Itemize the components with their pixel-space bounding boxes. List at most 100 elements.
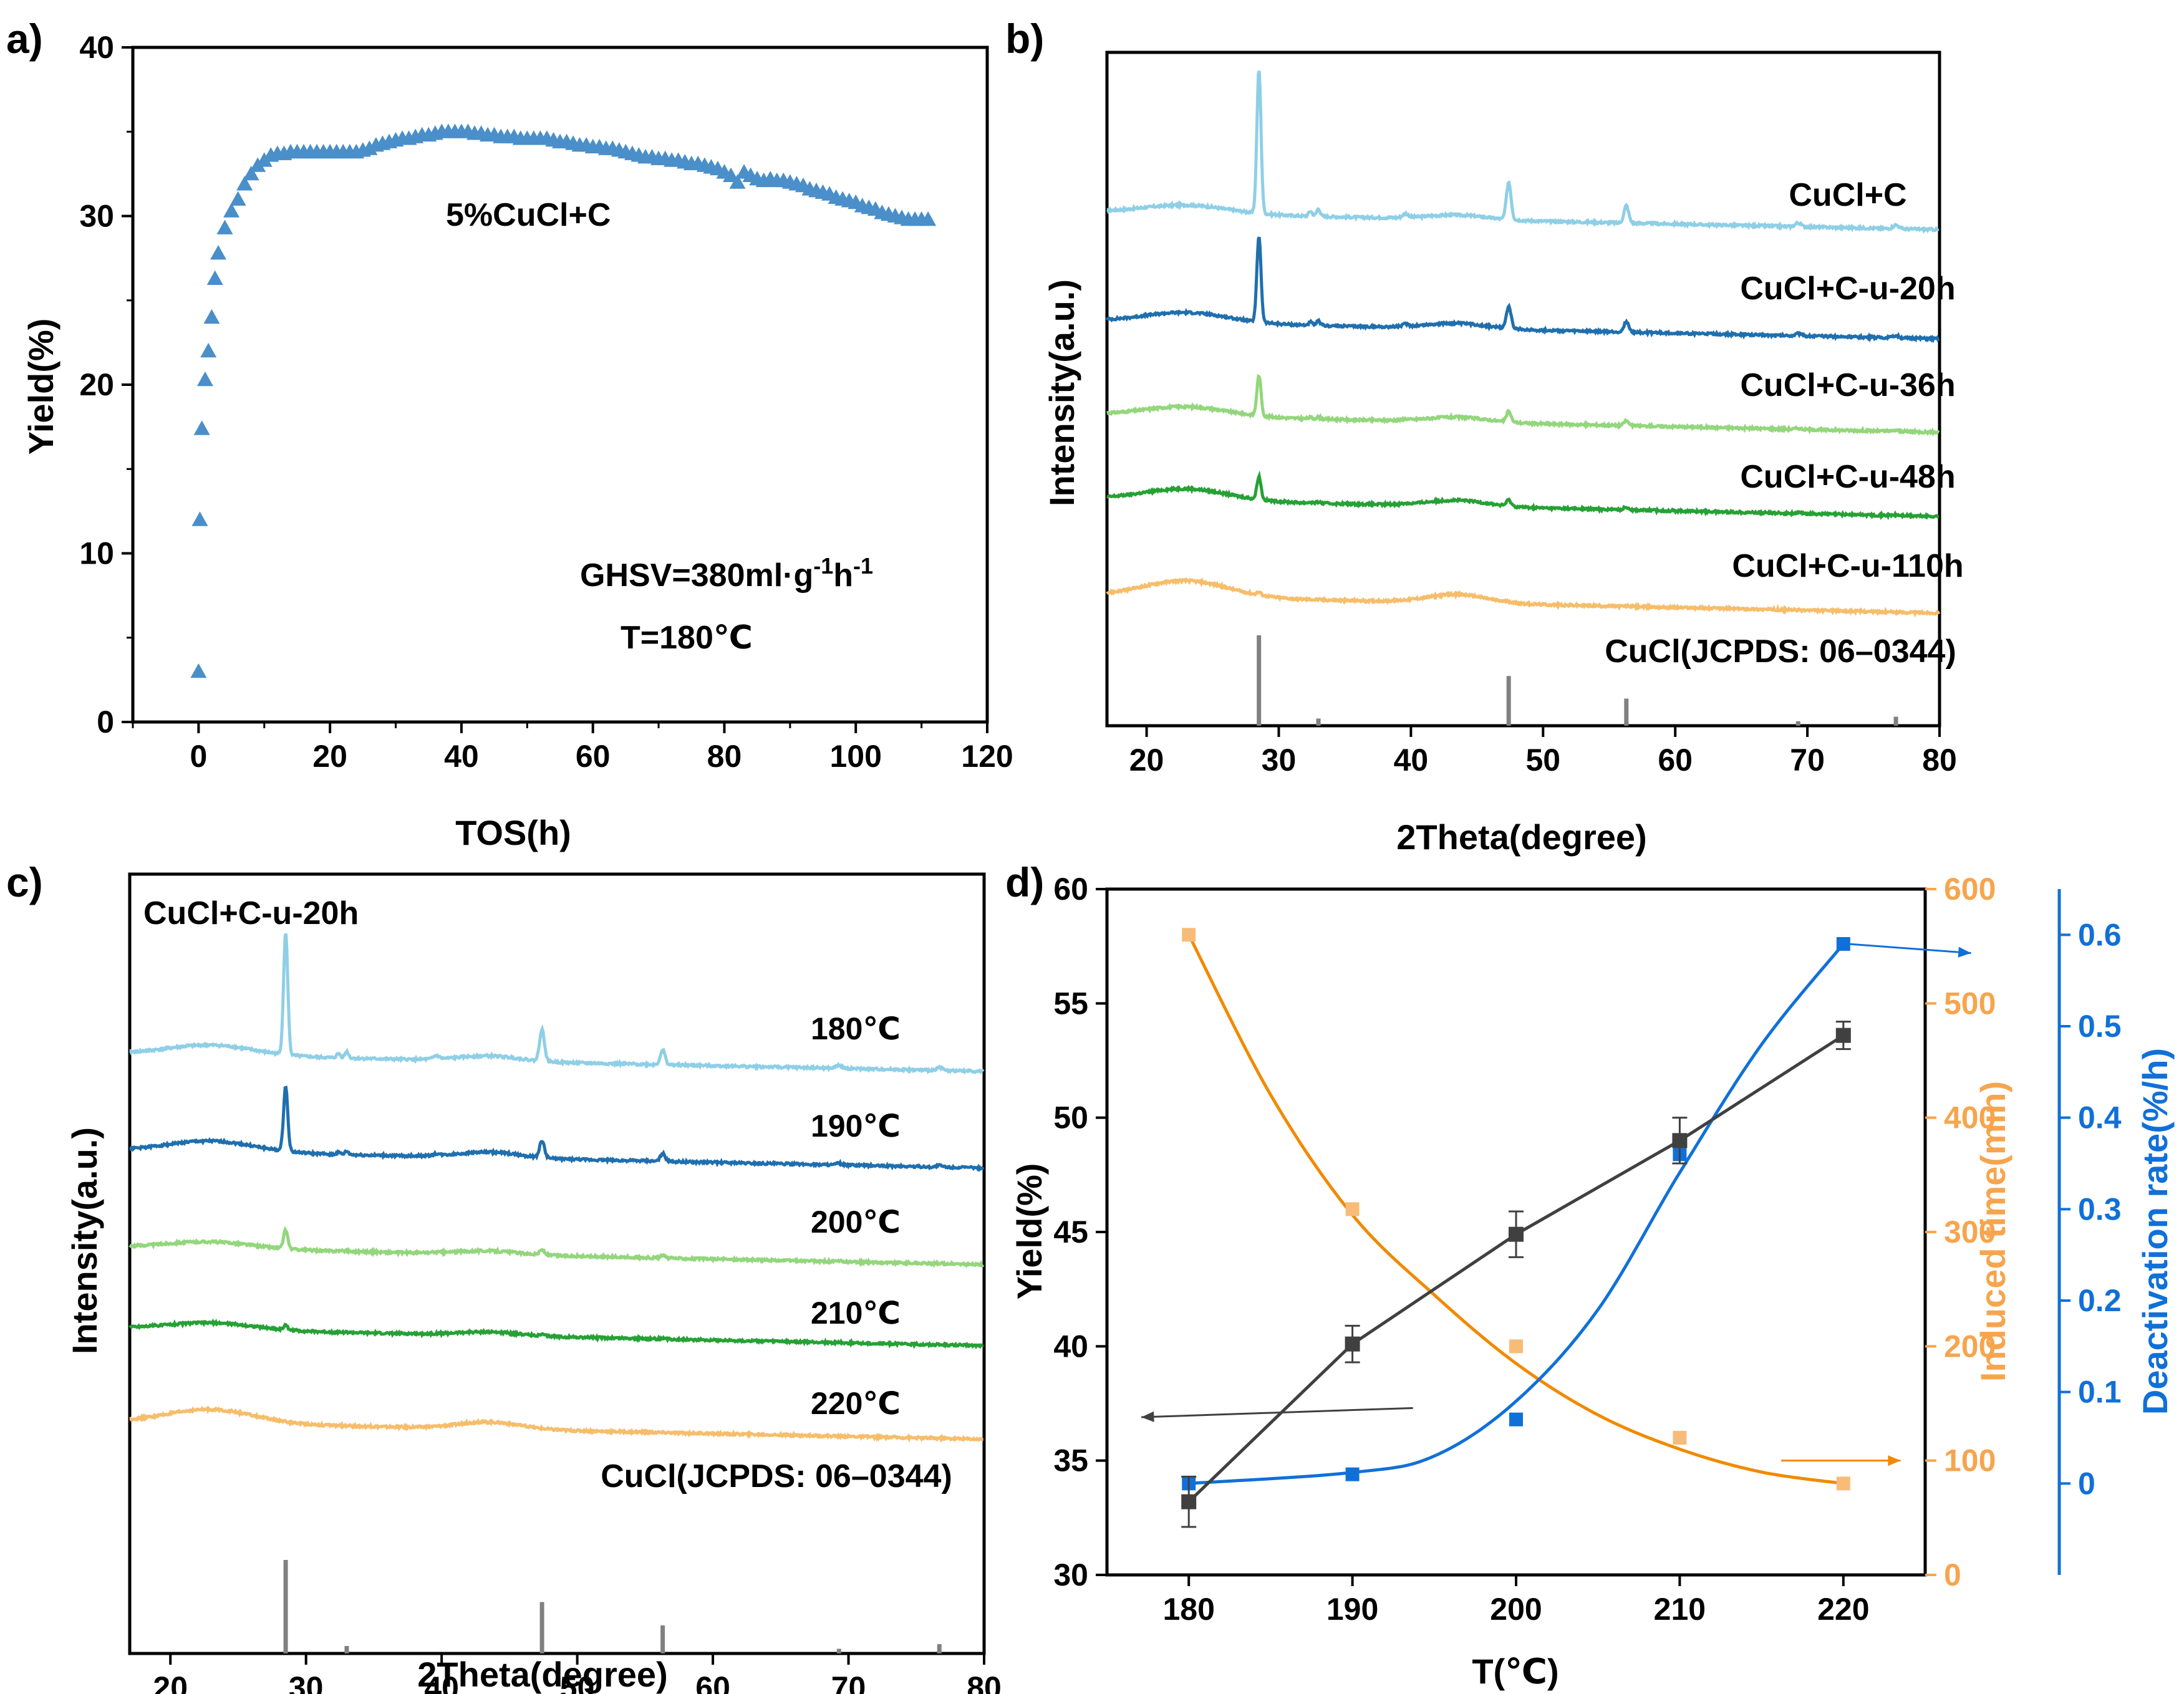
panel-c-x-tick-label: 30: [289, 1670, 324, 1694]
panel-d-induced-point: [1836, 1476, 1850, 1491]
panel-b-label-4: CuCl+C-u-48h: [1740, 459, 1955, 495]
panel-d-deactivation-arrow-head: [1958, 946, 1971, 958]
panel-d-induced-y-tick-label: 600: [1944, 872, 1996, 907]
panel-b-reference-label: CuCl(JCPDS: 06–0344): [1605, 633, 1956, 670]
panel-d-deactivation-y-tick-label: 0: [2078, 1466, 2095, 1501]
panel-d-yield-y-tick-label: 45: [1053, 1215, 1088, 1249]
panel-b-curve-2: [1105, 236, 1940, 344]
panel-a-series-label: 5%CuCl+C: [446, 197, 611, 233]
panel-c: c) 20 30 40 50 60 70 80 CuCl+C-u-20h 2Theta(de…: [6, 859, 1002, 1694]
panel-d-x-tick-label: 180: [1162, 1592, 1214, 1627]
panel-d-yield-point: [1672, 1133, 1688, 1148]
panel-c-ticks: 20 30 40 50 60 70 80: [153, 1653, 1002, 1694]
panel-b-letter: b): [1005, 16, 1044, 62]
panel-d-deactivation-fit: [1189, 945, 1843, 1485]
panel-c-label-3: 200℃: [811, 1205, 901, 1239]
panel-d-ticks: 180 190 200 210 2203035404550556001002003004…: [1053, 872, 2121, 1627]
panel-a-point: [210, 245, 226, 260]
panel-b-label-3: CuCl+C-u-36h: [1740, 367, 1955, 403]
panel-a-point: [723, 167, 739, 182]
ghsv-exp1: -1: [813, 553, 833, 579]
panel-d-induced-point: [1182, 928, 1196, 942]
panel-a-x-tick-label: 0: [190, 739, 207, 774]
panel-c-curve-2: [129, 1085, 985, 1173]
panel-d-deactivation-arrow: [1848, 943, 1971, 955]
panel-d-series: [1141, 928, 1971, 1528]
ghsv-exp2: -1: [853, 553, 873, 579]
panel-c-reference-bars: [283, 1560, 942, 1653]
panel-a-y-tick-label: 40: [79, 30, 114, 65]
panel-c-letter: c): [6, 859, 43, 905]
panel-d-induced-y-tick-label: 500: [1944, 986, 1996, 1021]
panel-a-point: [223, 203, 240, 218]
panel-d-yield-line: [1187, 1034, 1845, 1503]
panel-a-y-tick-label: 0: [97, 705, 114, 739]
panel-d-yield-y-tick-label: 55: [1053, 986, 1088, 1021]
panel-d-x-tick-label: 200: [1490, 1592, 1542, 1627]
panel-d-x-tick-label: 210: [1654, 1592, 1706, 1627]
panel-d-yield-arrow-head: [1141, 1411, 1154, 1422]
panel-a-letter: a): [6, 16, 43, 62]
panel-c-label-5: 220℃: [811, 1386, 901, 1421]
panel-d-induced-y-tick-label: 400: [1944, 1100, 1996, 1135]
panel-d-yield-y-tick-label: 40: [1053, 1329, 1088, 1364]
panel-d-induced-point: [1509, 1339, 1523, 1354]
panel-b-label-2: CuCl+C-u-20h: [1740, 271, 1955, 307]
panel-b-ticks: 20 30 40 50 60 70 80: [1129, 726, 1957, 777]
panel-a-point: [190, 663, 207, 678]
panel-a-x-tick-label: 20: [312, 739, 347, 774]
panel-a-point: [729, 174, 746, 189]
panel-d-induced-arrow-head: [1888, 1455, 1901, 1466]
panel-a-x-tick-label: 120: [961, 739, 1013, 774]
panel-d-yield-point: [1181, 1494, 1197, 1509]
panel-d-x-tick-label: 220: [1817, 1592, 1869, 1627]
panel-d-induced-axis-title: Induced time(min): [1973, 1081, 2012, 1382]
panel-c-curve-4: [128, 1318, 984, 1349]
panel-b-x-tick-label: 50: [1525, 743, 1560, 777]
panel-b-curve-1: [1106, 70, 1940, 234]
ghsv-mid: h: [833, 557, 853, 594]
panel-a-point: [230, 191, 246, 206]
panel-c-label-1: 180℃: [811, 1011, 901, 1046]
panel-d-deactivation-y-tick-label: 0.5: [2078, 1009, 2122, 1044]
panel-b-x-tick-label: 20: [1129, 743, 1164, 777]
panel-a-y-tick-label: 10: [79, 536, 114, 571]
panel-d-deactivation-axis-title: Deactivation rate(%/h): [2135, 1048, 2175, 1415]
panel-d-yield-y-tick-label: 60: [1053, 872, 1088, 907]
panel-d-deactivation-point: [1345, 1467, 1360, 1481]
panel-a-point: [243, 165, 259, 181]
panel-c-x-tick-label: 20: [153, 1670, 188, 1694]
panel-c-curve-3: [128, 1226, 985, 1268]
panel-b-label-5: CuCl+C-u-110h: [1732, 548, 1963, 584]
panel-d-deactivation-y-tick-label: 0.6: [2078, 917, 2122, 952]
panel-a-point: [196, 371, 213, 387]
panel-c-reference-label: CuCl(JCPDS: 06–0344): [601, 1458, 952, 1494]
panel-d-yield-axis-title: Yield(%): [1010, 1163, 1049, 1300]
panel-d-induced-y-tick-label: 300: [1944, 1215, 1996, 1249]
panel-d-deactivation-point: [1509, 1412, 1523, 1427]
panel-d-yield-point: [1345, 1336, 1360, 1352]
panel-a-y-tick-label: 30: [79, 199, 114, 234]
panel-d-x-axis-title: T(℃): [1472, 1652, 1558, 1691]
ghsv-prefix: GHSV=380ml·g: [580, 557, 813, 594]
panel-d-yield-point: [1509, 1226, 1524, 1242]
panel-c-y-axis-title: Intensity(a.u.): [65, 1127, 104, 1354]
panel-a-x-tick-label: 40: [444, 739, 479, 774]
panel-a-x-tick-label: 60: [576, 739, 611, 774]
panel-a-x-axis-title: TOS(h): [455, 813, 571, 852]
panel-c-x-tick-label: 40: [424, 1670, 459, 1694]
panel-b-x-axis-title: 2Theta(degree): [1396, 817, 1646, 857]
panel-d-induced-point: [1673, 1431, 1687, 1445]
panel-c-curve-5: [128, 1405, 983, 1443]
panel-c-x-tick-label: 80: [967, 1670, 1002, 1694]
panel-b-curve-5: [1106, 577, 1941, 618]
panel-c-x-tick-label: 50: [560, 1670, 595, 1694]
panel-a-point: [191, 511, 208, 526]
panel-d-yield-arrow: [1141, 1407, 1413, 1418]
panel-c-curves: [128, 933, 985, 1443]
panel-a-point: [236, 176, 253, 191]
panel-d-yield-y-tick-label: 30: [1053, 1557, 1088, 1592]
panel-b-y-axis-title: Intensity(a.u.): [1042, 279, 1081, 506]
panel-a-point: [203, 309, 220, 324]
